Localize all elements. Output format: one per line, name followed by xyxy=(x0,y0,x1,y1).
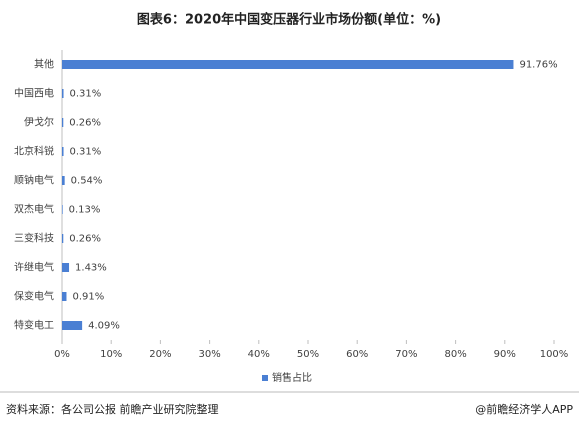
value-label: 0.26% xyxy=(69,118,101,129)
legend-label: 销售占比 xyxy=(272,371,312,384)
y-tick-label: 北京科锐 xyxy=(14,145,54,158)
legend-swatch xyxy=(262,375,268,381)
x-tick-label: 0% xyxy=(54,349,70,360)
y-tick-label: 许继电气 xyxy=(14,261,54,274)
y-tick-label: 三变科技 xyxy=(14,232,54,245)
value-label: 0.31% xyxy=(70,89,102,100)
bar xyxy=(62,176,65,185)
bar xyxy=(62,263,70,272)
x-tick-label: 50% xyxy=(297,349,319,360)
y-tick-label: 顺钠电气 xyxy=(14,174,54,187)
y-tick-label: 保变电气 xyxy=(14,290,54,303)
x-tick-label: 100% xyxy=(540,349,569,360)
x-tick-label: 80% xyxy=(444,349,466,360)
x-tick-label: 20% xyxy=(149,349,171,360)
bar xyxy=(62,147,64,156)
y-tick-label: 双杰电气 xyxy=(14,203,54,216)
y-tick-label: 伊戈尔 xyxy=(24,116,54,129)
value-label: 0.13% xyxy=(69,205,101,216)
value-label: 0.26% xyxy=(69,234,101,245)
bar xyxy=(62,292,67,301)
y-tick-label: 特变电工 xyxy=(14,319,54,332)
bar xyxy=(62,321,83,330)
x-tick-label: 70% xyxy=(395,349,417,360)
bar xyxy=(62,89,64,98)
x-tick-label: 40% xyxy=(248,349,270,360)
y-tick-label: 中国西电 xyxy=(14,87,54,100)
value-label: 1.43% xyxy=(75,263,107,274)
x-tick-label: 30% xyxy=(198,349,220,360)
bar xyxy=(62,60,514,69)
value-label: 4.09% xyxy=(88,321,120,332)
x-tick-label: 10% xyxy=(100,349,122,360)
source: 资料来源：各公司公报 前瞻产业研究院整理 xyxy=(6,402,219,416)
bar xyxy=(62,118,64,127)
value-label: 0.54% xyxy=(71,176,103,187)
bar xyxy=(62,205,63,214)
x-tick-label: 90% xyxy=(494,349,516,360)
credit: @前瞻经济学人APP xyxy=(475,402,573,416)
value-label: 0.31% xyxy=(70,147,102,158)
x-tick-label: 60% xyxy=(346,349,368,360)
value-label: 0.91% xyxy=(72,292,104,303)
y-tick-label: 其他 xyxy=(34,58,54,71)
bar xyxy=(62,234,64,243)
chart-title: 图表6：2020年中国变压器行业市场份额(单位：%) xyxy=(137,12,441,28)
value-label: 91.76% xyxy=(519,60,557,71)
